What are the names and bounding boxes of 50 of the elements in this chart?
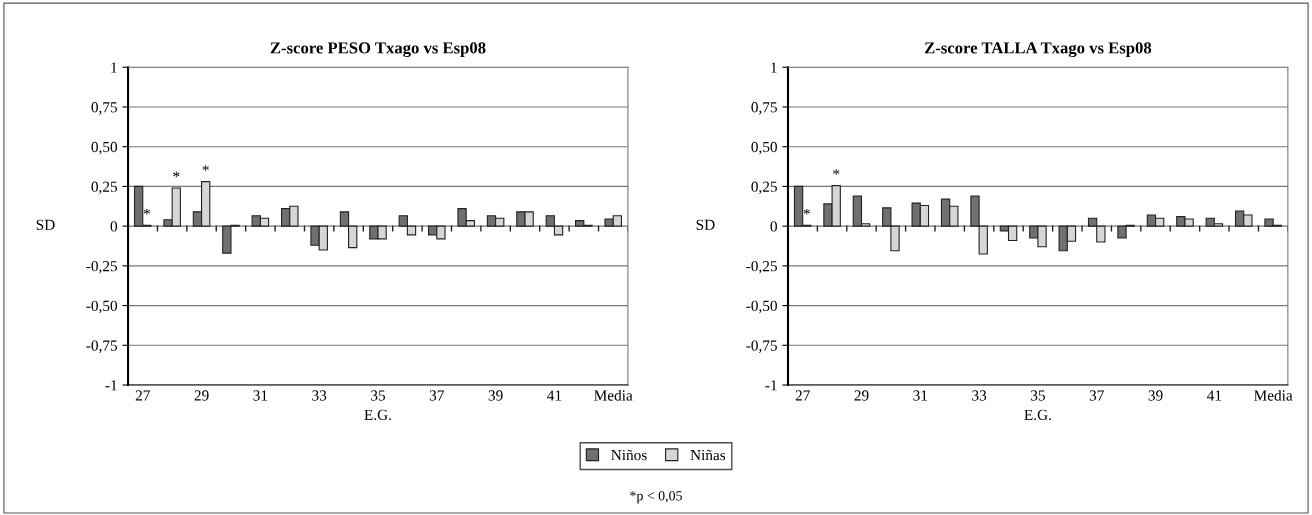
y-tick-label: -0,25 xyxy=(746,261,777,274)
data-label: * xyxy=(143,208,150,215)
y-tick-label: 1 xyxy=(771,62,777,73)
x-tick-label: 39 xyxy=(1148,390,1163,401)
x-tick-label: 29 xyxy=(194,390,209,401)
text: *p < 0,05 xyxy=(630,491,682,504)
x-axis-title: E.G. xyxy=(1024,409,1051,421)
x-tick-label: 35 xyxy=(371,390,386,401)
x-tick-label: 27 xyxy=(795,390,810,401)
x-tick-label: 27 xyxy=(135,390,150,401)
y-tick-label: -0,50 xyxy=(86,300,118,314)
y-tick-label: 0,75 xyxy=(751,102,777,115)
x-tick-label: 35 xyxy=(1031,390,1045,401)
x-tick-label: 37 xyxy=(429,390,444,401)
x-tick-label: 31 xyxy=(253,390,268,401)
y-axis-title: SD xyxy=(36,219,55,230)
y-tick-label: 0,50 xyxy=(751,141,777,155)
x-tick-label: 41 xyxy=(1207,390,1222,401)
x-tick-label: 37 xyxy=(1089,390,1104,401)
data-label: * xyxy=(202,165,209,171)
y-tick-label: 0,25 xyxy=(751,181,777,195)
y-tick-label: 1 xyxy=(111,62,117,73)
legend-label: Niños xyxy=(611,449,647,461)
y-tick-label: 0,25 xyxy=(91,181,118,195)
x-tick-label: Media xyxy=(594,389,633,401)
x-axis-title: E.G. xyxy=(364,409,391,421)
y-tick-label: -0,75 xyxy=(746,340,777,353)
chart-title: Z-score TALLA Txago vs Esp08 xyxy=(924,42,1152,58)
y-tick-label: 0 xyxy=(110,221,118,232)
y-tick-label: -0,75 xyxy=(86,340,118,353)
data-label: * xyxy=(833,169,840,175)
data-label: * xyxy=(803,208,810,215)
y-tick-label: -1 xyxy=(105,380,117,391)
x-tick-label: 39 xyxy=(488,390,503,401)
x-tick-label: 29 xyxy=(854,390,869,401)
legend-label: Niñas xyxy=(690,449,726,461)
x-tick-label: 31 xyxy=(913,390,928,401)
y-axis-title: SD xyxy=(696,219,715,230)
y-tick-label: 0,75 xyxy=(91,102,118,115)
y-tick-label: -0,25 xyxy=(86,261,118,274)
y-tick-label: 0 xyxy=(770,221,777,232)
x-tick-label: Media xyxy=(1254,389,1293,401)
y-tick-label: 0,50 xyxy=(91,141,118,155)
data-label: * xyxy=(173,171,180,178)
x-tick-label: 41 xyxy=(547,390,562,401)
x-tick-label: 33 xyxy=(312,390,327,401)
y-tick-label: -1 xyxy=(765,380,777,391)
chart-title: Z-score PESO Txago vs Esp08 xyxy=(270,42,486,58)
y-tick-label: -0,50 xyxy=(746,300,777,314)
x-tick-label: 33 xyxy=(972,390,987,401)
